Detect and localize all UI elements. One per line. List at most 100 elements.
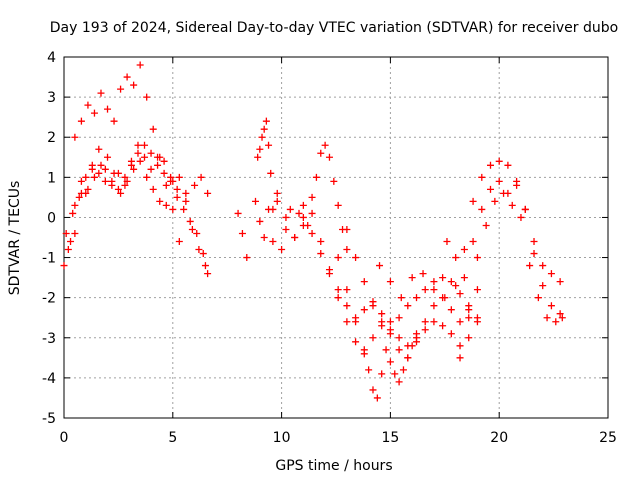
data-point [114,185,122,193]
data-point [127,157,135,165]
y-tick-label: 0 [47,210,56,226]
data-point [188,225,196,233]
x-tick-label: 0 [60,430,69,446]
data-point [299,213,307,221]
data-point [539,282,547,290]
data-point [321,141,329,149]
data-point [534,294,542,302]
data-point [408,274,416,282]
data-point [352,338,360,346]
x-tick-label: 15 [381,430,399,446]
series-s11 [343,225,481,350]
data-point [452,282,460,290]
data-point [260,234,268,241]
data-point [504,161,512,169]
data-point [352,254,360,262]
x-tick-label: 5 [168,430,177,446]
data-point [391,370,399,378]
data-point [180,205,188,213]
data-point [430,286,438,294]
data-point [191,181,199,189]
data-point [110,169,118,177]
data-point [369,302,377,310]
data-point [395,314,403,322]
data-point [452,254,460,262]
data-point [473,254,481,262]
data-point [84,101,92,109]
data-point [90,109,98,117]
data-point [386,326,394,334]
data-point [88,161,96,169]
data-point [69,209,77,217]
data-point [343,302,351,310]
data-point [160,157,168,165]
data-point [334,254,342,262]
data-point [399,366,407,374]
data-point [273,197,281,205]
series-s14 [460,177,564,318]
y-tick-label: 1 [47,170,56,186]
data-point [486,161,494,169]
series-s4 [64,153,209,270]
data-point [352,318,360,326]
y-tick-label: 4 [47,50,56,66]
data-point [456,342,464,350]
data-point [495,177,503,185]
data-point [317,149,325,157]
data-point [447,306,455,314]
data-point [97,161,105,169]
y-tick-label: -4 [42,371,56,387]
data-point [308,193,316,201]
data-point [273,189,281,197]
data-point [395,346,403,354]
data-point [201,262,209,270]
data-point [282,225,290,233]
data-point [521,205,529,213]
data-point [204,270,212,278]
data-point [82,173,90,181]
data-point [365,366,373,374]
data-point [343,318,351,326]
data-point [456,354,464,362]
series-s15 [456,189,566,362]
data-point [90,173,98,181]
data-point [108,177,116,185]
data-point [199,250,207,258]
data-point [256,145,264,153]
series-s12 [376,262,460,302]
data-point [547,270,555,278]
data-point [369,386,377,394]
data-point [136,157,144,165]
data-point [386,278,394,286]
data-point [95,145,103,153]
data-point [175,173,183,181]
data-point [134,141,142,149]
data-point [101,165,109,173]
data-point [169,177,177,185]
grid-layer [64,57,608,418]
data-point [243,254,251,262]
data-point [267,169,275,177]
data-point [71,229,79,237]
data-point [147,149,155,157]
data-point [421,318,429,326]
data-point [251,197,259,205]
data-point [130,165,138,173]
data-point [97,89,105,97]
data-point [334,286,342,294]
data-point [308,229,316,237]
data-point [530,238,538,246]
data-point [60,262,68,270]
y-tick-label: 3 [47,90,56,106]
data-point [160,169,168,177]
y-tick-label: -2 [42,291,56,307]
data-point [460,246,468,254]
data-point [465,314,473,322]
data-point [265,205,273,213]
data-point [517,213,525,221]
data-point [101,177,109,185]
data-point [558,314,566,322]
data-point [486,185,494,193]
data-point [295,209,303,217]
